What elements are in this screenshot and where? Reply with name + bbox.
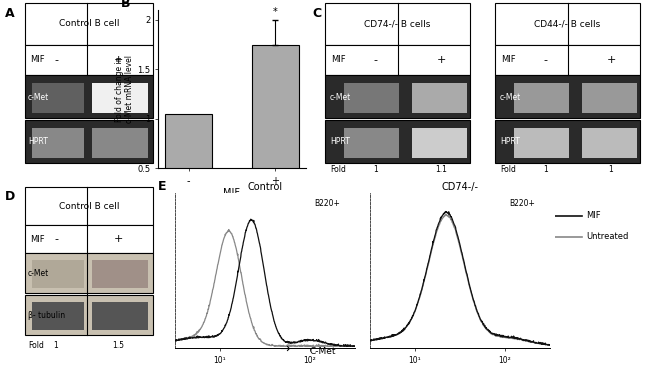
Bar [92, 260, 148, 288]
Bar [495, 3, 640, 45]
Text: -: - [544, 55, 548, 65]
Text: 1.5: 1.5 [112, 342, 124, 350]
Text: C: C [312, 7, 321, 20]
Text: B220+: B220+ [510, 199, 536, 208]
Text: +: + [113, 55, 123, 65]
Text: MIF: MIF [331, 56, 346, 64]
Bar [344, 83, 399, 113]
Bar [412, 128, 467, 158]
Text: -: - [374, 55, 378, 65]
Text: 1: 1 [53, 342, 58, 350]
Bar [25, 225, 153, 253]
Bar [32, 128, 84, 158]
Bar [344, 128, 399, 158]
Text: *: * [273, 7, 278, 17]
Text: 1: 1 [608, 166, 614, 174]
Bar [25, 253, 153, 293]
Text: +: + [606, 55, 616, 65]
Text: MIF: MIF [30, 234, 45, 244]
Text: c-Met: c-Met [330, 92, 351, 102]
Bar [582, 128, 637, 158]
Text: C-Met: C-Met [310, 347, 337, 356]
Bar [325, 3, 470, 45]
Text: Fold: Fold [500, 166, 516, 174]
Bar [325, 75, 470, 118]
Y-axis label: Fold of change in
c-Met mRNA level: Fold of change in c-Met mRNA level [115, 55, 135, 123]
Bar [495, 120, 640, 163]
Bar [164, 114, 213, 217]
Bar [514, 128, 569, 158]
Bar [32, 260, 84, 288]
Text: →: → [280, 343, 291, 356]
Bar [25, 187, 153, 225]
Text: A: A [5, 7, 14, 20]
Bar [92, 128, 148, 158]
Text: c-Met: c-Met [28, 269, 49, 277]
Text: -: - [54, 55, 58, 65]
Text: HPRT: HPRT [500, 138, 520, 146]
Text: B220+: B220+ [315, 199, 341, 208]
Text: 1.1: 1.1 [435, 166, 447, 174]
Bar [325, 45, 470, 75]
Text: MIF: MIF [501, 56, 515, 64]
Bar [252, 45, 299, 217]
Bar [25, 45, 153, 75]
Text: +: + [113, 234, 123, 244]
Text: Untreated: Untreated [586, 232, 629, 241]
Text: CD44-/- B cells: CD44-/- B cells [534, 20, 601, 28]
Text: Control B cell: Control B cell [58, 20, 119, 28]
Title: CD74-/-: CD74-/- [441, 182, 478, 192]
Bar [25, 75, 153, 118]
Text: HPRT: HPRT [330, 138, 350, 146]
Text: MIF: MIF [224, 188, 240, 198]
Bar [514, 83, 569, 113]
Text: +: + [436, 55, 446, 65]
Text: 1: 1 [373, 166, 378, 174]
Text: -: - [54, 234, 58, 244]
Title: Control: Control [248, 182, 283, 192]
Bar [25, 295, 153, 335]
Text: Fold: Fold [330, 166, 346, 174]
Text: 1: 1 [543, 166, 548, 174]
Text: B: B [121, 0, 131, 10]
Bar [92, 302, 148, 330]
Text: E: E [158, 180, 166, 193]
Bar [32, 302, 84, 330]
Bar [25, 3, 153, 45]
Bar [325, 120, 470, 163]
Bar [32, 83, 84, 113]
Text: Control B cell: Control B cell [58, 202, 119, 210]
Text: * p < 0.006: * p < 0.006 [208, 208, 256, 217]
Bar [495, 75, 640, 118]
Bar [582, 83, 637, 113]
Bar [412, 83, 467, 113]
Text: HPRT: HPRT [28, 138, 48, 146]
Bar [92, 83, 148, 113]
Text: CD74-/- B cells: CD74-/- B cells [364, 20, 431, 28]
Bar [25, 120, 153, 163]
Text: c-Met: c-Met [28, 92, 49, 102]
Text: Fold: Fold [28, 342, 44, 350]
Text: MIF: MIF [30, 56, 45, 64]
Bar [495, 45, 640, 75]
Text: D: D [5, 190, 15, 203]
Text: β- tubulin: β- tubulin [28, 311, 65, 319]
Text: c-Met: c-Met [500, 92, 521, 102]
Text: MIF: MIF [586, 211, 601, 220]
